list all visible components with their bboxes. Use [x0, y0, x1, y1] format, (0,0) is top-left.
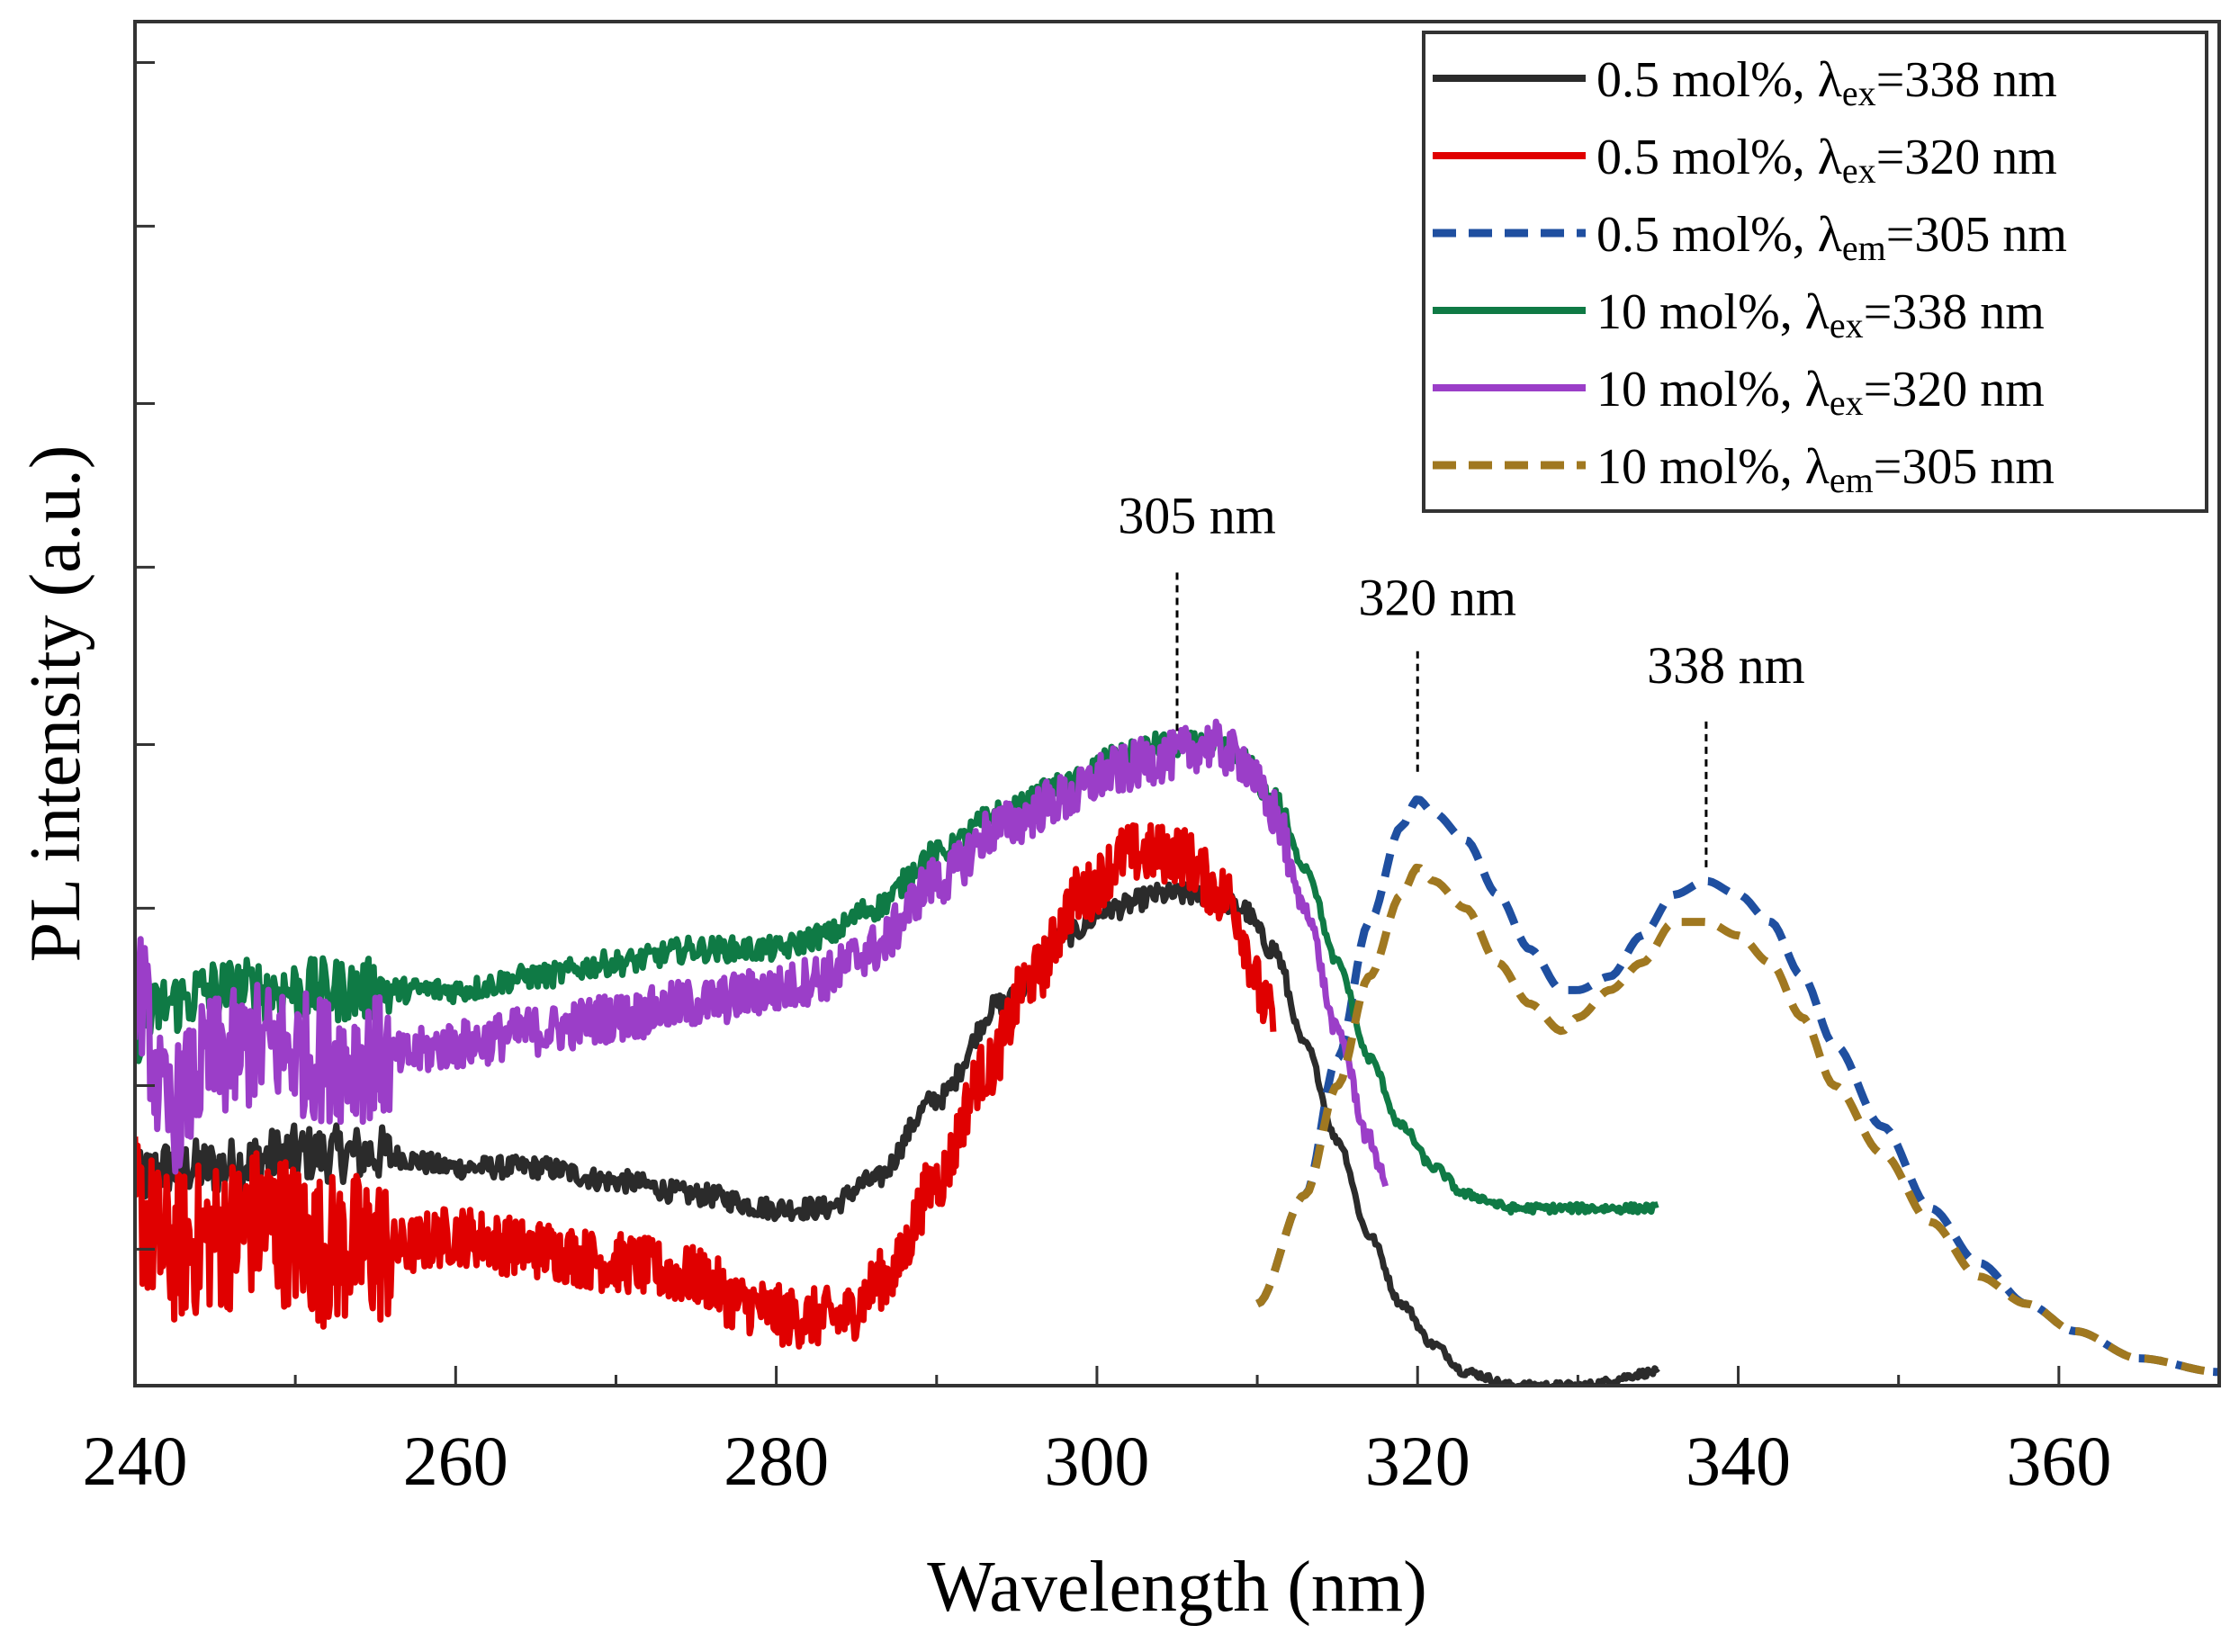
annotation-label: 320 nm — [1358, 568, 1516, 626]
x-tick-label: 340 — [1686, 1422, 1791, 1500]
annotation-label: 305 nm — [1118, 486, 1276, 544]
y-axis — [135, 60, 155, 1251]
series-layer — [135, 718, 2219, 1386]
x-axis: 240 260 280 300 320 340 360 — [83, 1366, 2111, 1500]
legend-label-6: 10 mol%, λem=305 nm — [1596, 439, 2055, 500]
x-tick-label: 360 — [2006, 1422, 2111, 1500]
series-line-3 — [1255, 795, 2219, 1377]
x-tick-label: 240 — [83, 1422, 188, 1500]
x-tick-label: 320 — [1365, 1422, 1470, 1500]
series-line-4 — [135, 729, 1660, 1216]
x-tick-label: 260 — [403, 1422, 508, 1500]
legend: 0.5 mol%, λex=338 nm 0.5 mol%, λex=320 nm… — [1422, 31, 2208, 513]
plot-frame — [133, 20, 2221, 1387]
series-line-1 — [135, 881, 1660, 1386]
legend-label-4: 10 mol%, λex=338 nm — [1596, 284, 2045, 346]
y-axis-title: PL intensity (a.u.) — [16, 445, 95, 963]
x-tick-label: 280 — [724, 1422, 829, 1500]
x-axis-title: Wavelength (nm) — [927, 1548, 1427, 1627]
legend-label-3: 0.5 mol%, λem=305 nm — [1596, 207, 2067, 268]
series-line-2 — [135, 822, 1277, 1350]
x-tick-label: 300 — [1044, 1422, 1149, 1500]
annotation-layer: 305 nm 320 nm 338 nm — [1118, 486, 1805, 867]
legend-box — [1422, 31, 2208, 513]
legend-label-2: 0.5 mol%, λex=320 nm — [1596, 130, 2057, 191]
series-line-6 — [1255, 863, 2219, 1377]
series-line-5 — [135, 718, 1389, 1188]
legend-label-1: 0.5 mol%, λex=338 nm — [1596, 52, 2057, 113]
annotation-label: 338 nm — [1647, 636, 1805, 695]
legend-label-5: 10 mol%, λex=320 nm — [1596, 362, 2045, 423]
